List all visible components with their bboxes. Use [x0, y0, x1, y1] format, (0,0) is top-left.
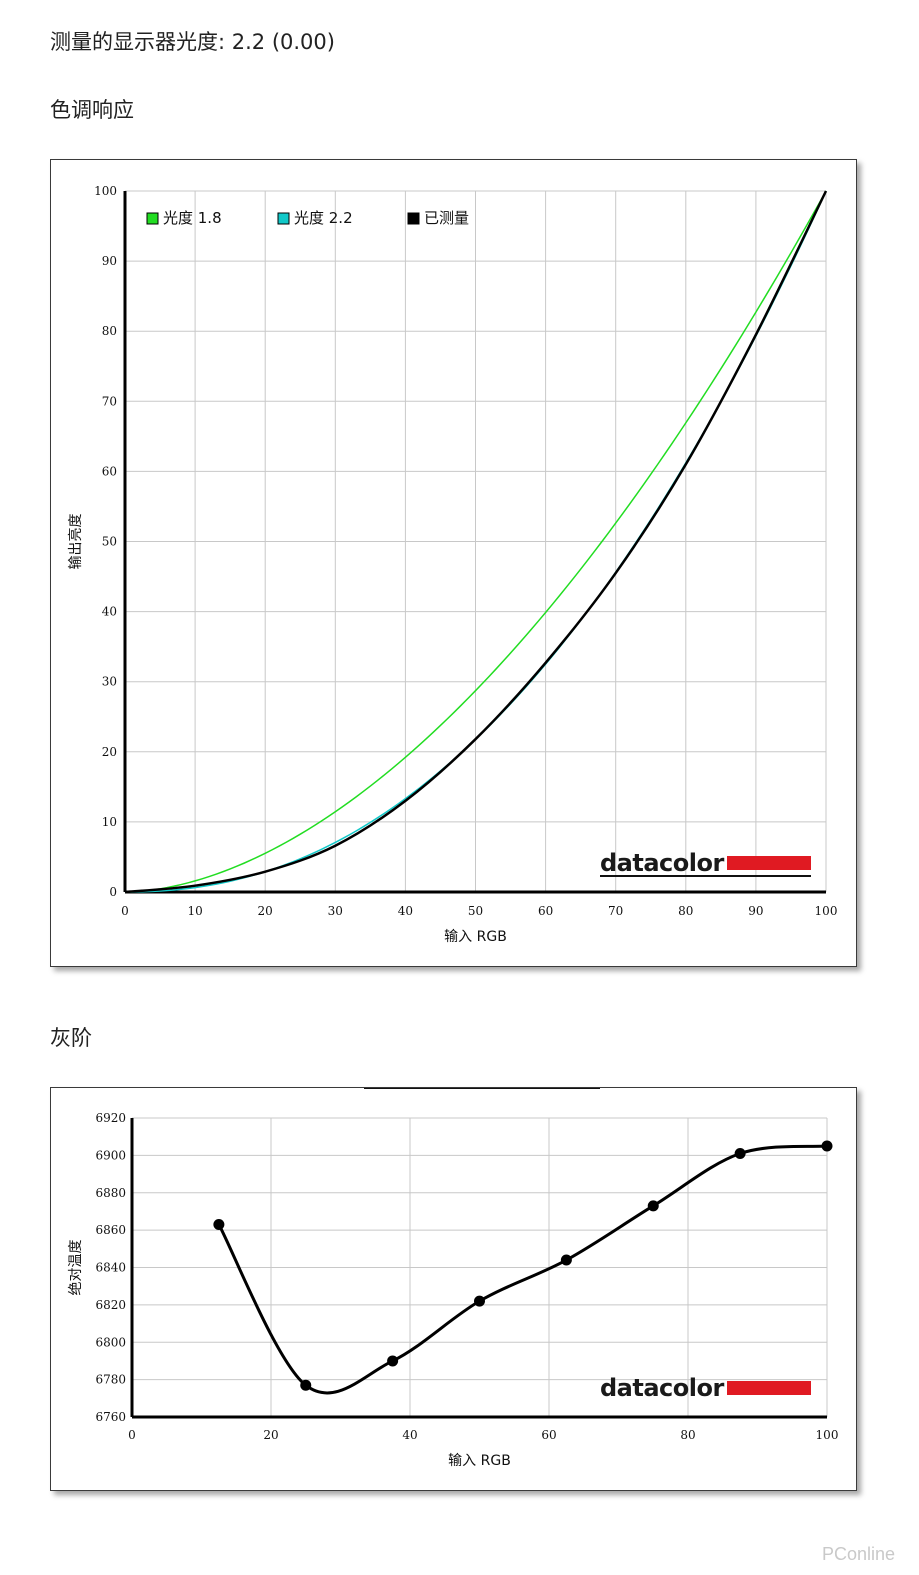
- x-tick-label: 100: [815, 904, 838, 918]
- series-line-measured: [124, 190, 828, 894]
- grayscale-title: 灰阶: [50, 1026, 92, 1050]
- x-tick-label: 20: [258, 904, 273, 918]
- data-point: [560, 1254, 572, 1266]
- legend-swatch: [146, 212, 159, 225]
- x-tick-label: 70: [608, 904, 623, 918]
- brand1-logo-bar: [727, 856, 811, 870]
- x-axis-label: 输入 RGB: [444, 929, 507, 945]
- y-tick-label: 10: [102, 815, 117, 829]
- y-tick-label: 30: [102, 675, 117, 689]
- x-tick-label: 40: [402, 1428, 417, 1442]
- y-tick-label: 80: [102, 324, 117, 338]
- x-tick-label: 80: [680, 1428, 695, 1442]
- data-point: [213, 1219, 225, 1231]
- y-tick-label: 90: [102, 254, 117, 268]
- tone-response-chart: 0 10 20 30 40 50 60 70 80 90 100 0 10 20 30 40 50 60 70 80 9…: [67, 184, 838, 945]
- x-tick-label: 50: [468, 904, 483, 918]
- data-point: [387, 1355, 399, 1367]
- watermark: PConline: [821, 1544, 895, 1564]
- y-tick-label: 6860: [95, 1223, 126, 1237]
- y-tick-label: 6840: [95, 1261, 126, 1275]
- y-axis-label: 输出亮度: [67, 514, 84, 570]
- legend-swatch: [277, 212, 290, 225]
- y-tick-label: 50: [102, 535, 117, 549]
- y-tick-label: 6820: [95, 1298, 126, 1312]
- y-tick-label: 0: [109, 885, 117, 899]
- legend-swatch: [407, 212, 420, 225]
- y-tick-label: 6780: [95, 1373, 126, 1387]
- x-tick-label: 100: [816, 1428, 839, 1442]
- tone-response-chart-panel: 0 10 20 30 40 50 60 70 80 90 100 0 10 20 30 40 50 60 70 80 9…: [50, 159, 857, 967]
- measured-gamma-text: 测量的显示器光度: 2.2 (0.00): [50, 30, 335, 54]
- x-tick-label: 20: [263, 1428, 278, 1442]
- y-axis-label: 绝对温度: [68, 1240, 84, 1296]
- legend-label: 光度 1.8: [163, 209, 222, 227]
- x-tick-label: 30: [328, 904, 343, 918]
- data-point: [647, 1200, 659, 1212]
- chart_data.1.brand-logo-text: datacolor: [600, 1374, 724, 1402]
- x-tick-label: 80: [678, 904, 693, 918]
- x-tick-label: 40: [398, 904, 413, 918]
- y-tick-label: 70: [102, 394, 117, 408]
- x-tick-label: 90: [748, 904, 763, 918]
- data-point: [734, 1148, 746, 1160]
- x-tick-label: 60: [541, 1428, 556, 1442]
- x-tick-label: 0: [121, 904, 129, 918]
- y-tick-label: 6900: [95, 1148, 126, 1162]
- series-line-gamma-1-8: [124, 190, 827, 893]
- x-tick-label: 60: [538, 904, 553, 918]
- x-tick-label: 0: [128, 1428, 136, 1442]
- y-tick-label: 100: [94, 184, 117, 198]
- legend-label: 光度 2.2: [294, 209, 353, 227]
- grayscale-chart: 0 20 40 60 80 100 6760 6780 6800 6820 6840 6860 6880…: [68, 1088, 839, 1469]
- data-point: [821, 1140, 833, 1152]
- y-tick-label: 40: [102, 605, 117, 619]
- y-tick-label: 60: [102, 464, 117, 478]
- y-tick-label: 6760: [95, 1410, 126, 1424]
- tone-response-title: 色调响应: [50, 98, 134, 122]
- brand1-logo-text: datacolor: [600, 849, 724, 877]
- x-axis-label: 输入 RGB: [448, 1453, 511, 1469]
- x-tick-label: 10: [187, 904, 202, 918]
- y-tick-label: 6880: [95, 1186, 126, 1200]
- y-tick-label: 20: [102, 745, 117, 759]
- data-point: [300, 1379, 312, 1391]
- grayscale-chart-panel: 0 20 40 60 80 100 6760 6780 6800 6820 6840 6860 6880…: [50, 1087, 857, 1491]
- data-point: [474, 1295, 485, 1307]
- y-tick-label: 6800: [95, 1335, 126, 1349]
- legend-label: 已测量: [424, 209, 469, 227]
- y-tick-label: 6920: [95, 1111, 126, 1125]
- chart_data.1.brand-logo-bar: [727, 1381, 811, 1395]
- series-line-temperature: [217, 1144, 828, 1395]
